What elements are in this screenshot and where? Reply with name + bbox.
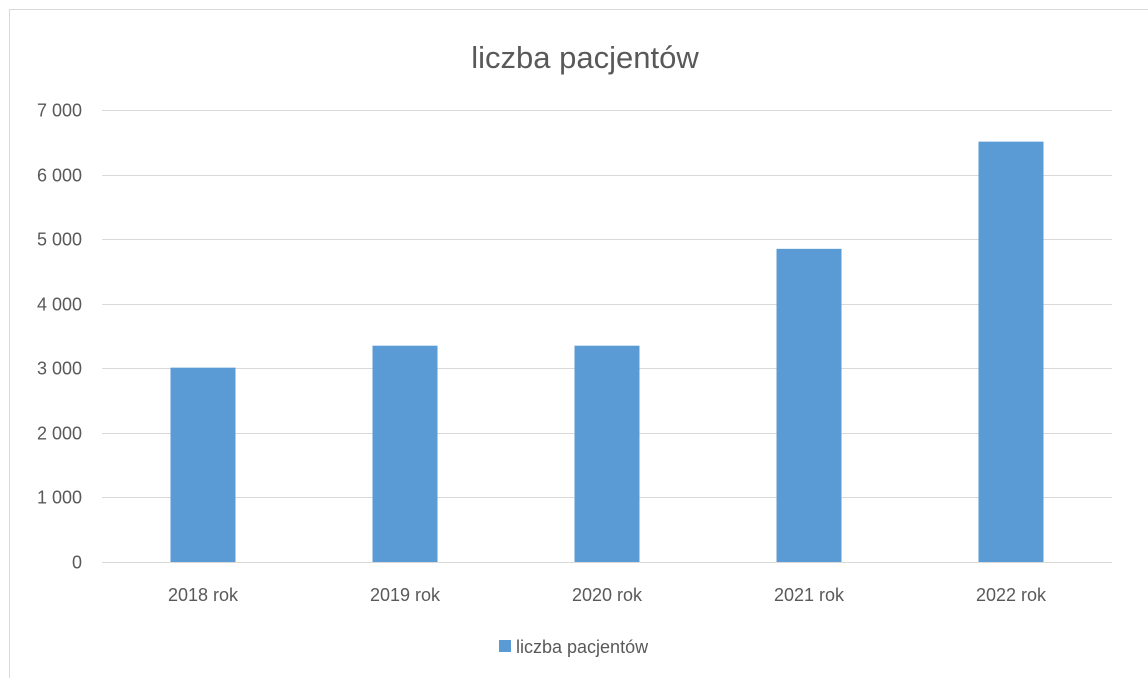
bar	[978, 141, 1044, 562]
bars	[170, 141, 1044, 563]
bar	[776, 248, 842, 563]
bar	[170, 367, 236, 562]
y-tick-label: 2 000	[37, 424, 82, 444]
chart-border	[9, 9, 1148, 678]
legend: liczba pacjentów	[499, 637, 649, 657]
y-tick-label: 1 000	[37, 488, 82, 508]
y-tick-label: 6 000	[37, 166, 82, 186]
bar	[574, 345, 640, 562]
y-axis-tick-labels: 0 1 000 2 000 3 000 4 000 5 000 6 000 7 000	[37, 101, 82, 573]
x-tick-label: 2018 rok	[168, 585, 239, 605]
x-tick-label: 2022 rok	[976, 585, 1047, 605]
bar	[372, 345, 438, 562]
x-tick-label: 2019 rok	[370, 585, 441, 605]
legend-swatch	[499, 640, 511, 652]
y-tick-label: 5 000	[37, 230, 82, 250]
x-axis-tick-labels: 2018 rok 2019 rok 2020 rok 2021 rok 2022 rok	[168, 585, 1047, 605]
y-tick-label: 4 000	[37, 295, 82, 315]
legend-label: liczba pacjentów	[516, 637, 649, 657]
y-tick-label: 0	[72, 553, 82, 573]
x-tick-label: 2021 rok	[774, 585, 845, 605]
y-tick-label: 3 000	[37, 359, 82, 379]
y-tick-label: 7 000	[37, 101, 82, 121]
chart-title: liczba pacjentów	[471, 40, 699, 75]
x-tick-label: 2020 rok	[572, 585, 643, 605]
